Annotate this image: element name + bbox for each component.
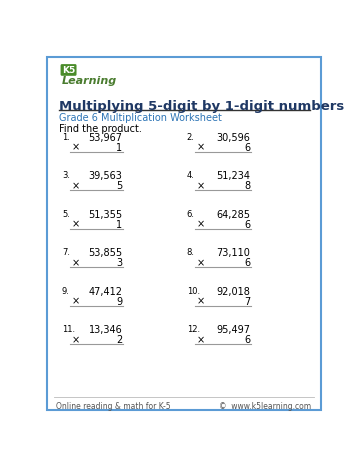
Text: 51,234: 51,234 (216, 171, 250, 181)
Text: 2.: 2. (187, 132, 195, 141)
Text: K5: K5 (62, 66, 75, 75)
Text: 6: 6 (244, 257, 250, 268)
Text: Online reading & math for K-5: Online reading & math for K-5 (56, 401, 171, 410)
Text: 3.: 3. (62, 171, 70, 180)
Text: 51,355: 51,355 (88, 209, 122, 219)
Text: 6: 6 (244, 143, 250, 152)
Text: 30,596: 30,596 (216, 132, 250, 143)
Text: ×: × (71, 334, 79, 344)
Text: 7.: 7. (62, 248, 70, 257)
Text: ×: × (71, 143, 79, 152)
Text: 1: 1 (116, 219, 122, 229)
Text: 7: 7 (244, 296, 250, 306)
Text: 92,018: 92,018 (216, 286, 250, 296)
Text: 1.: 1. (62, 132, 70, 141)
Text: 10.: 10. (187, 286, 200, 295)
Text: 1: 1 (116, 143, 122, 152)
Text: 5.: 5. (62, 209, 70, 218)
Text: ×: × (197, 334, 205, 344)
Text: Grade 6 Multiplication Worksheet: Grade 6 Multiplication Worksheet (59, 113, 222, 122)
Text: 6.: 6. (187, 209, 195, 218)
Text: 13,346: 13,346 (89, 325, 122, 334)
Text: 2: 2 (116, 334, 122, 344)
Text: ×: × (197, 181, 205, 191)
Text: ×: × (71, 296, 79, 306)
Text: ©  www.k5learning.com: © www.k5learning.com (219, 401, 312, 410)
Text: 5: 5 (116, 181, 122, 191)
Text: Find the product.: Find the product. (59, 124, 142, 134)
Text: ×: × (197, 296, 205, 306)
Text: 64,285: 64,285 (216, 209, 250, 219)
Text: ×: × (197, 219, 205, 229)
Text: ×: × (71, 219, 79, 229)
Text: 4.: 4. (187, 171, 195, 180)
Text: Learning: Learning (62, 75, 117, 86)
Text: 47,412: 47,412 (88, 286, 122, 296)
Text: ×: × (71, 181, 79, 191)
Text: 9.: 9. (62, 286, 70, 295)
Text: 95,497: 95,497 (216, 325, 250, 334)
Text: ×: × (71, 257, 79, 268)
Text: 6: 6 (244, 219, 250, 229)
Text: 12.: 12. (187, 325, 200, 333)
Text: 3: 3 (116, 257, 122, 268)
Text: ×: × (197, 143, 205, 152)
Text: 9: 9 (116, 296, 122, 306)
Text: Multiplying 5-digit by 1-digit numbers: Multiplying 5-digit by 1-digit numbers (59, 100, 344, 113)
Text: 53,855: 53,855 (88, 248, 122, 257)
Text: 6: 6 (244, 334, 250, 344)
Text: 39,563: 39,563 (89, 171, 122, 181)
Text: 8.: 8. (187, 248, 195, 257)
Text: 73,110: 73,110 (216, 248, 250, 257)
Text: 8: 8 (244, 181, 250, 191)
Text: ×: × (197, 257, 205, 268)
Text: 53,967: 53,967 (88, 132, 122, 143)
Text: 11.: 11. (62, 325, 75, 333)
